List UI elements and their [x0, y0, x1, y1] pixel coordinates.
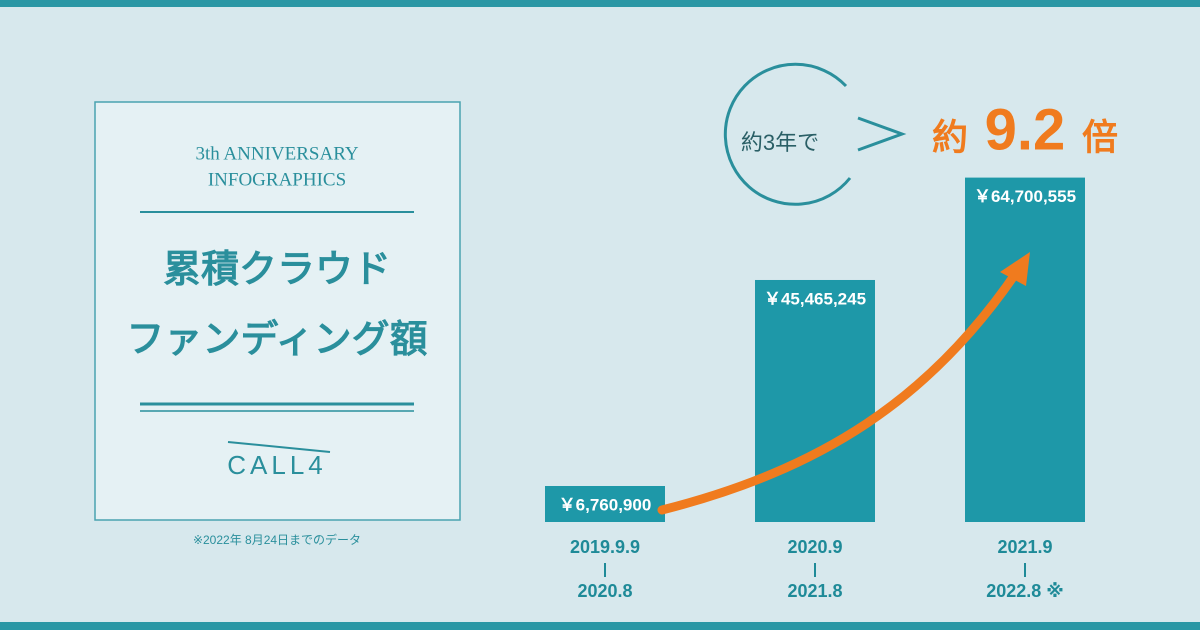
bar — [545, 486, 665, 522]
panel-subtitle: 3th ANNIVERSARY — [195, 143, 358, 164]
value-label: ￥64,700,555 — [974, 187, 1076, 206]
annotation-prefix: 約 — [932, 117, 968, 158]
x-tick-label: 2020.8 — [577, 581, 632, 601]
growth-arrow-head — [1000, 252, 1030, 286]
panel-subtitle: INFOGRAPHICS — [208, 169, 346, 190]
value-label: ￥6,760,900 — [559, 495, 652, 514]
annotation-suffix: 倍 — [1082, 117, 1118, 158]
value-label: ￥45,465,245 — [764, 289, 866, 308]
x-tick-label: 2020.9 — [787, 537, 842, 557]
footnote: ※2022年 8月24日までのデータ — [193, 532, 361, 547]
x-tick-label: 2022.8 ※ — [986, 581, 1064, 601]
panel-title: ファンディング額 — [126, 318, 427, 361]
panel — [94, 101, 461, 521]
growth-arrow — [657, 265, 1023, 515]
bar — [965, 177, 1085, 522]
bottom-border — [0, 622, 1200, 630]
logo-mark — [227, 441, 331, 453]
annotation-lead: 約3年で — [741, 130, 819, 155]
x-tick-label: 2021.9 — [997, 537, 1052, 557]
annotation-arrow — [857, 116, 907, 152]
logo: CALL4 — [227, 450, 327, 480]
x-tick-label: 2019.9.9 — [570, 537, 640, 557]
x-tick-label: 2021.8 — [787, 581, 842, 601]
bar — [755, 279, 875, 522]
annotation-value: 9.2 — [985, 97, 1066, 162]
bars: ￥6,760,900 ￥45,465,245 ￥64,700,555 — [545, 177, 1085, 522]
panel-title: 累積クラウド — [163, 249, 391, 291]
annotation-circle — [723, 62, 852, 206]
top-border — [0, 0, 1200, 7]
